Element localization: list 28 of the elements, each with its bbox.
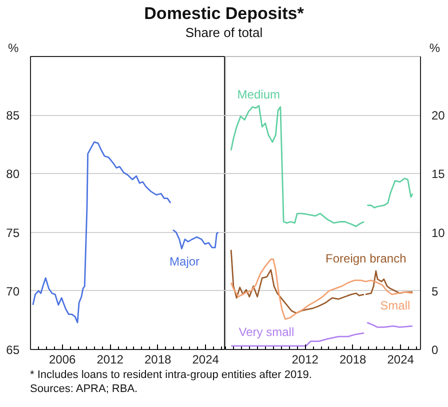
series-label: Very small [238,324,294,339]
y-tick-label: 85 [6,108,20,123]
x-tick-label: 2018 [340,352,367,366]
y-tick-label: 70 [6,284,20,298]
x-tick-label: 2018 [144,352,172,366]
y2-tick-label: 15 [432,167,446,182]
x-tick-label: 2012 [96,352,124,366]
y2-tick-label: 0 [432,343,438,357]
y2-tick-label: 5 [432,284,438,298]
y2-tick-label: 10 [432,226,446,240]
x-tick-label: 2006 [48,352,76,366]
series-label: Foreign branch [326,252,406,266]
chart-title: Domestic Deposits* [143,3,305,25]
y-axis-title: % [8,40,19,57]
chart-subtitle: Share of total [184,24,264,42]
source-note: Sources: APRA; RBA. [29,382,138,397]
text: * Includes loans to resident intra-group entities after 2019. [29,368,312,383]
x-tick-label: 2012 [292,352,319,366]
series-label: Medium [237,88,280,102]
y2-axis-title: % [429,40,440,57]
x-tick-label: 2024 [387,352,414,366]
y-tick-label: 80 [6,167,20,182]
x-tick-label: 2024 [192,352,220,366]
series-label: Major [170,254,200,269]
y-tick-label: 75 [6,226,20,240]
series-label: Small [380,298,410,313]
y-tick-label: 65 [6,343,20,357]
y2-tick-label: 20 [432,108,446,123]
